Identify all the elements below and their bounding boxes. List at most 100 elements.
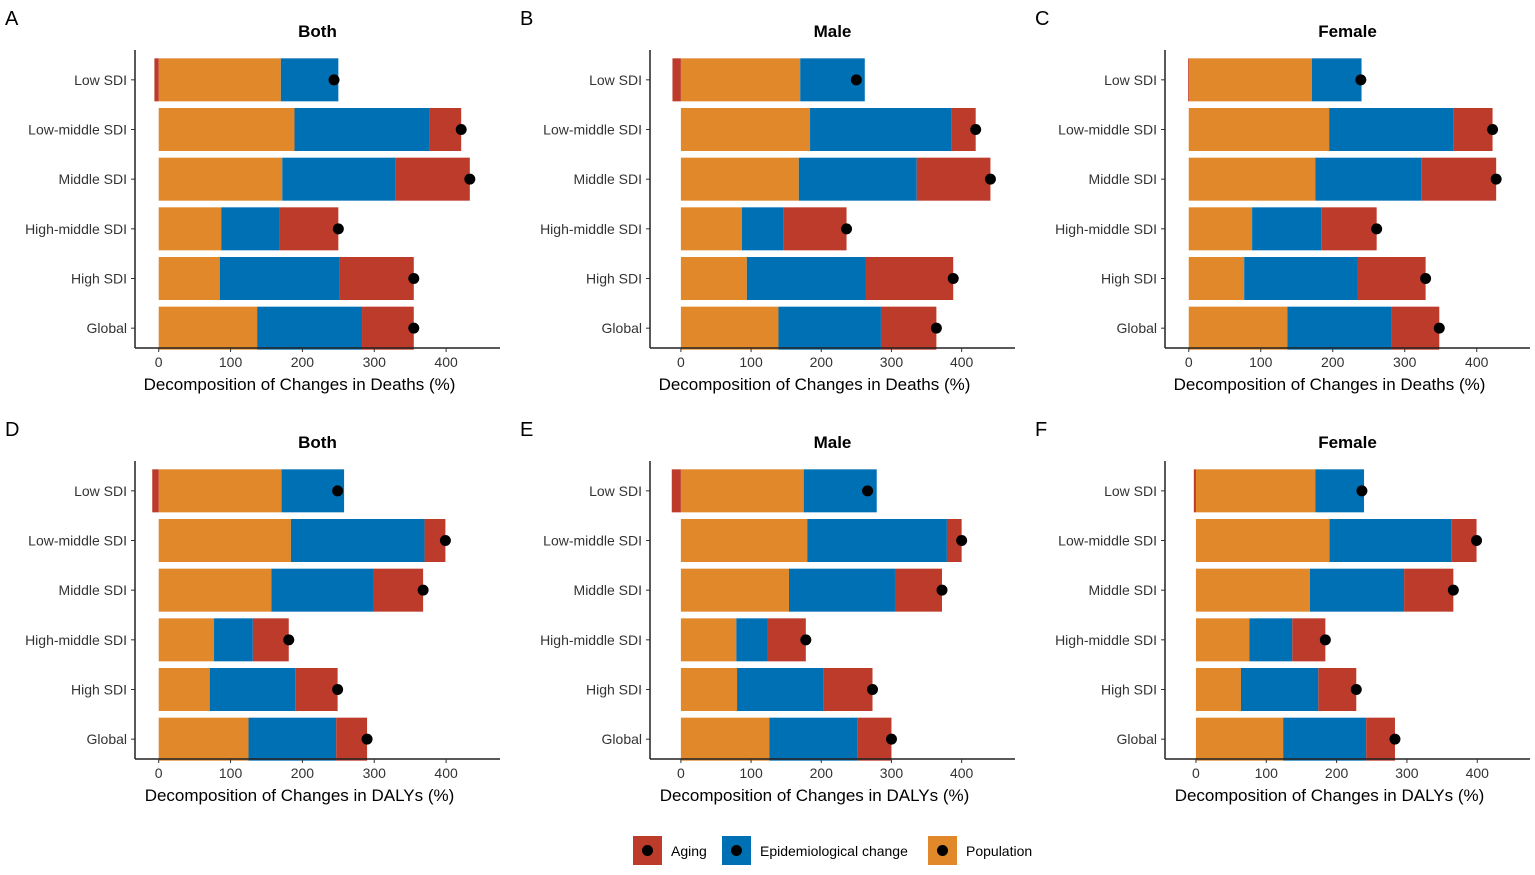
total-point <box>984 173 996 185</box>
bar-population <box>158 568 272 612</box>
category-label: Middle SDI <box>574 171 642 187</box>
bar-aging <box>767 618 806 662</box>
bar-aging <box>252 618 289 662</box>
x-axis-label: Decomposition of Changes in Deaths (%) <box>659 375 971 394</box>
bar-aging <box>424 519 446 562</box>
bar-epidemiological-change <box>294 108 430 151</box>
category-label: Global <box>87 731 127 747</box>
legend-label: Aging <box>671 843 707 859</box>
x-tick-label: 0 <box>1192 765 1200 781</box>
x-tick-label: 400 <box>950 765 974 781</box>
total-point <box>1355 74 1367 86</box>
bar-aging <box>951 108 976 151</box>
category-label: Low SDI <box>589 72 642 88</box>
bar-epidemiological-change <box>769 717 858 761</box>
x-tick-label: 0 <box>1185 354 1193 370</box>
x-tick-label: 100 <box>219 765 243 781</box>
total-point <box>947 273 959 284</box>
x-tick-label: 200 <box>1321 354 1345 370</box>
panel-letter: B <box>520 8 533 30</box>
x-tick-label: 0 <box>677 354 685 370</box>
total-point <box>1471 535 1483 546</box>
legend-item-epidemiological-change: Epidemiological change <box>722 836 908 865</box>
bar-aging <box>946 519 962 562</box>
bar-population <box>680 108 811 151</box>
x-tick-label: 400 <box>434 354 458 370</box>
category-label: Global <box>87 320 127 336</box>
panel-title: Female <box>1318 433 1377 452</box>
total-point <box>1447 584 1459 596</box>
bar-population <box>1195 568 1310 612</box>
category-label: Global <box>602 320 642 336</box>
x-tick-label: 400 <box>1466 765 1490 781</box>
bar-epidemiological-change <box>807 519 947 562</box>
category-label: Middle SDI <box>1089 582 1157 598</box>
bar-population <box>680 668 738 711</box>
bar-population <box>680 306 779 350</box>
x-tick-label: 100 <box>739 765 763 781</box>
legend-item-aging: Aging <box>633 836 707 865</box>
total-point <box>332 684 344 695</box>
x-tick-label: 300 <box>880 765 904 781</box>
x-tick-label: 100 <box>1255 765 1279 781</box>
total-point <box>930 322 942 334</box>
x-axis-label: Decomposition of Changes in Deaths (%) <box>1174 375 1486 394</box>
panel-a: A Both Low SDI Low-middle SDI Middle SDI High… <box>5 8 500 394</box>
category-label: Low-middle SDI <box>28 533 127 549</box>
x-tick-label: 300 <box>363 765 387 781</box>
x-tick-label: 300 <box>1395 765 1419 781</box>
panel-letter: F <box>1035 419 1047 441</box>
bar-population <box>158 469 282 513</box>
total-point <box>1350 684 1362 695</box>
bar-epidemiological-change <box>1311 58 1362 102</box>
bar-aging <box>279 207 339 251</box>
bar-population <box>1195 469 1316 513</box>
bar-epidemiological-change <box>1283 717 1367 761</box>
legend-point-icon <box>731 845 742 856</box>
bar-epidemiological-change <box>1287 306 1392 350</box>
x-tick-label: 400 <box>950 354 974 370</box>
panel-f: F Female Low SDI Low-middle SDI Middle SDI Hi… <box>1035 419 1530 805</box>
legend-label: Epidemiological change <box>760 843 908 859</box>
category-label: Middle SDI <box>59 171 127 187</box>
bar-epidemiological-change <box>1329 108 1454 151</box>
bar-population <box>158 668 210 711</box>
bar-epidemiological-change <box>746 257 866 300</box>
bar-population <box>1195 519 1330 562</box>
bar-epidemiological-change <box>214 618 253 662</box>
total-point <box>1371 223 1383 235</box>
category-label: High SDI <box>71 682 127 698</box>
bar-population <box>1188 157 1316 201</box>
panel-c: C Female Low SDI Low-middle SDI Middle SDI Hi… <box>1035 8 1530 394</box>
bar-population <box>680 519 808 562</box>
panel-d: D Both Low SDI Low-middle SDI Middle SDI High… <box>5 419 500 805</box>
total-point <box>1433 322 1445 334</box>
bar-aging <box>373 568 424 612</box>
bar-aging <box>152 469 159 513</box>
bar-population <box>158 207 222 251</box>
bar-population <box>680 618 737 662</box>
x-tick-label: 200 <box>810 354 834 370</box>
bar-aging <box>1453 108 1493 151</box>
total-point <box>361 733 373 745</box>
bar-aging <box>783 207 847 251</box>
x-tick-label: 100 <box>739 354 763 370</box>
bar-epidemiological-change <box>1309 568 1405 612</box>
bar-population <box>680 568 789 612</box>
category-label: Middle SDI <box>59 582 127 598</box>
bar-epidemiological-change <box>737 668 824 711</box>
bar-aging <box>823 668 873 711</box>
x-tick-label: 0 <box>155 765 163 781</box>
bar-epidemiological-change <box>1252 207 1322 251</box>
x-tick-label: 400 <box>434 765 458 781</box>
bar-population <box>680 257 747 300</box>
x-tick-label: 200 <box>1325 765 1349 781</box>
bar-epidemiological-change <box>248 717 337 761</box>
bar-population <box>158 257 220 300</box>
total-point <box>800 634 812 646</box>
x-tick-label: 100 <box>219 354 243 370</box>
category-label: Low SDI <box>74 483 127 499</box>
category-label: High SDI <box>586 271 642 287</box>
bar-population <box>1188 58 1312 102</box>
bar-epidemiological-change <box>741 207 784 251</box>
